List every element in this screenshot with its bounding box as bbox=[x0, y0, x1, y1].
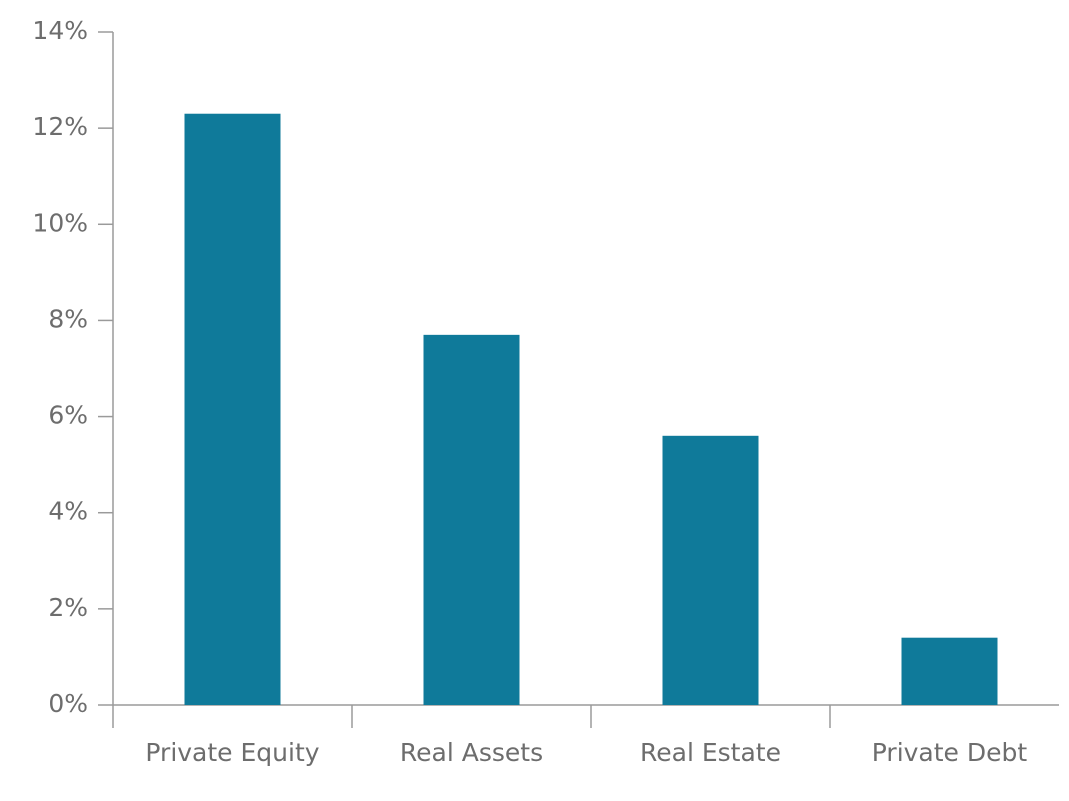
x-tick-label: Private Debt bbox=[872, 738, 1028, 767]
bar bbox=[423, 334, 520, 705]
x-tick-label: Real Assets bbox=[400, 738, 543, 767]
y-tick-label: 12% bbox=[32, 112, 88, 141]
x-tick-label: Real Estate bbox=[640, 738, 781, 767]
y-tick-label: 0% bbox=[48, 689, 88, 718]
y-tick-label: 10% bbox=[32, 208, 88, 237]
bar bbox=[184, 113, 281, 705]
bar bbox=[901, 637, 998, 705]
y-tick-label: 8% bbox=[48, 304, 88, 333]
bar bbox=[662, 435, 759, 705]
y-tick-label: 4% bbox=[48, 497, 88, 526]
y-tick-label: 6% bbox=[48, 401, 88, 430]
x-tick-label: Private Equity bbox=[145, 738, 319, 767]
y-tick-label: 2% bbox=[48, 593, 88, 622]
y-tick-label: 14% bbox=[32, 16, 88, 45]
